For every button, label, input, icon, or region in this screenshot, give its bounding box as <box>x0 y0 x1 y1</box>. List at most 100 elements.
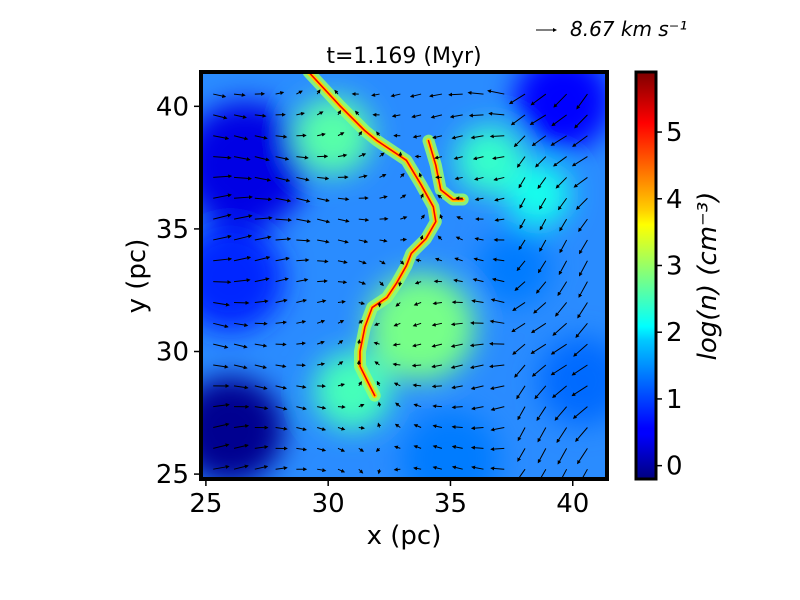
velocity-arrow <box>213 234 232 241</box>
velocity-arrow <box>558 260 568 276</box>
velocity-arrow <box>412 322 422 327</box>
velocity-arrow <box>337 320 345 324</box>
velocity-arrow <box>358 174 368 179</box>
velocity-arrow <box>530 93 547 106</box>
velocity-arrow <box>337 260 348 264</box>
velocity-arrow <box>213 280 232 285</box>
velocity-arrow <box>577 448 588 465</box>
velocity-arrow <box>317 176 330 181</box>
velocity-arrow <box>275 426 288 431</box>
velocity-arrow <box>394 445 401 450</box>
velocity-arrow <box>400 216 408 220</box>
velocity-arrow <box>233 278 251 283</box>
velocity-arrow <box>537 427 547 443</box>
x-tick-label: 30 <box>312 489 345 519</box>
colorbar-ticks: 0 1 2 3 4 5 <box>656 118 683 482</box>
velocity-arrow <box>451 424 463 429</box>
velocity-arrow <box>358 425 366 430</box>
velocity-arrow <box>449 114 463 119</box>
velocity-arrow <box>337 132 345 137</box>
velocity-arrow <box>571 156 588 167</box>
quiver-key-label: 8.67 km s⁻¹ <box>570 17 687 41</box>
velocity-arrow <box>492 156 505 161</box>
velocity-arrow <box>390 93 401 98</box>
velocity-arrow <box>358 447 365 452</box>
velocity-arrow <box>337 110 342 116</box>
velocity-arrow <box>572 406 588 419</box>
density-region <box>313 351 392 430</box>
velocity-arrow <box>554 406 568 421</box>
velocity-arrow <box>233 135 249 141</box>
velocity-arrow <box>553 93 568 108</box>
velocity-arrow <box>559 239 568 254</box>
velocity-arrow <box>432 444 443 449</box>
velocity-arrow <box>429 93 442 98</box>
velocity-arrow <box>490 447 505 452</box>
velocity-arrow <box>254 135 268 140</box>
velocity-arrow <box>578 239 588 255</box>
density-region <box>201 376 285 479</box>
velocity-arrow <box>420 214 425 220</box>
x-tick-label: 35 <box>434 489 467 519</box>
velocity-arrow <box>474 176 484 181</box>
velocity-arrow <box>373 341 380 346</box>
velocity-arrow <box>275 176 291 183</box>
velocity-arrow <box>488 111 505 116</box>
quiver-key: 8.67 km s⁻¹ <box>536 17 687 41</box>
velocity-arrow <box>317 319 326 324</box>
velocity-arrow <box>275 364 287 369</box>
velocity-arrow <box>489 364 505 369</box>
velocity-arrow <box>413 424 422 428</box>
x-axis-ticks: 25 30 35 40 <box>189 479 589 519</box>
velocity-arrow <box>413 302 422 306</box>
velocity-arrow <box>213 343 229 349</box>
velocity-arrow <box>254 176 272 182</box>
velocity-arrow <box>437 235 443 241</box>
velocity-arrow <box>552 385 567 399</box>
velocity-arrow <box>412 383 422 388</box>
velocity-arrow <box>394 423 401 428</box>
velocity-arrow <box>412 343 422 348</box>
velocity-arrow <box>490 406 505 412</box>
velocity-arrow <box>489 319 505 324</box>
velocity-arrow <box>213 174 233 179</box>
velocity-arrow <box>316 111 324 116</box>
velocity-arrow <box>559 218 568 232</box>
velocity-arrow <box>374 361 380 366</box>
velocity-arrow <box>392 362 401 367</box>
velocity-arrow <box>487 89 505 95</box>
velocity-arrow <box>358 381 363 387</box>
colorbar-tick-label: 4 <box>666 185 683 215</box>
velocity-arrow <box>455 236 463 241</box>
velocity-arrow <box>296 320 307 324</box>
velocity-arrow <box>379 152 385 157</box>
velocity-arrow <box>317 427 327 431</box>
velocity-arrow <box>413 403 422 408</box>
velocity-arrow <box>393 322 401 327</box>
velocity-arrow <box>451 465 463 470</box>
velocity-arrow <box>531 364 547 377</box>
velocity-arrow <box>467 90 484 95</box>
velocity-arrow <box>491 277 505 283</box>
velocity-arrow <box>471 406 484 411</box>
velocity-arrow <box>254 299 269 304</box>
density-region <box>477 231 551 305</box>
velocity-arrow <box>453 156 463 160</box>
velocity-arrow <box>539 218 547 231</box>
velocity-arrow <box>469 343 484 348</box>
velocity-arrow <box>490 427 505 432</box>
x-axis-label: x (pc) <box>367 521 442 551</box>
velocity-arrow <box>275 134 288 139</box>
velocity-arrow <box>454 257 463 262</box>
velocity-arrow <box>419 234 424 241</box>
velocity-arrow <box>474 237 484 241</box>
velocity-arrow <box>371 92 380 97</box>
velocity-arrow <box>516 260 526 272</box>
filament-core <box>307 72 437 397</box>
velocity-arrow <box>550 135 567 146</box>
velocity-arrow <box>254 364 267 369</box>
velocity-arrow <box>213 93 227 99</box>
velocity-arrow <box>432 301 442 306</box>
velocity-arrow <box>317 132 326 137</box>
velocity-arrow <box>450 364 463 369</box>
